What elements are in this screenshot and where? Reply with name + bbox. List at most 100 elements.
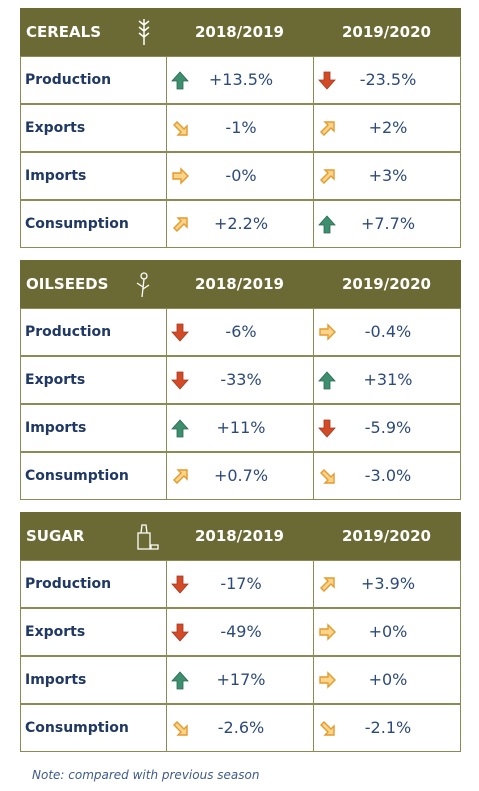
value: -3.0%: [364, 466, 412, 485]
value: -5.9%: [364, 418, 412, 437]
cell-divider: [313, 657, 314, 703]
trend-arrow: [171, 371, 189, 390]
table-row: Exports -33% +31%: [20, 356, 461, 404]
value: -23.5%: [359, 70, 417, 89]
cell-divider: [166, 105, 167, 151]
table-row: Production -6% -0.4%: [20, 308, 461, 356]
table-row: Exports -1% +2%: [20, 104, 461, 152]
cell-divider: [166, 609, 167, 655]
row-label: Exports: [25, 120, 86, 136]
cell-divider: [166, 309, 167, 355]
value: -17%: [220, 574, 262, 593]
trend-arrow: [171, 323, 189, 342]
column-header: 2019/2020: [342, 23, 431, 41]
column-header: 2019/2020: [342, 275, 431, 293]
table-row: Consumption -2.6% -2.1%: [20, 704, 461, 752]
trend-arrow: [173, 121, 188, 136]
table-row: Exports -49% +0%: [20, 608, 461, 656]
trend-arrow: [171, 419, 189, 438]
section-title: SUGAR: [26, 527, 85, 545]
cell-divider: [313, 309, 314, 355]
table-row: Imports +17% +0%: [20, 656, 461, 704]
cell-divider: [166, 561, 167, 607]
cell-divider: [166, 201, 167, 247]
value: -0.4%: [364, 322, 412, 341]
trend-arrow: [171, 71, 189, 90]
section-icon: [137, 524, 159, 550]
row-label: Production: [25, 324, 112, 340]
trend-arrow: [318, 215, 336, 234]
trend-arrow: [172, 168, 189, 184]
trend-arrow: [173, 721, 188, 736]
value: -2.6%: [217, 718, 265, 737]
section-title: CEREALS: [26, 23, 102, 41]
row-label: Consumption: [25, 216, 129, 232]
cell-divider: [313, 453, 314, 499]
value: -33%: [220, 370, 262, 389]
section-header: OILSEEDS 2018/2019 2019/2020: [20, 260, 461, 308]
table-row: Consumption +0.7% -3.0%: [20, 452, 461, 500]
cell-divider: [166, 153, 167, 199]
section-icon: [136, 272, 150, 298]
row-label: Imports: [25, 420, 87, 436]
value: +0.7%: [213, 466, 269, 485]
value: +3%: [368, 166, 408, 185]
value: -2.1%: [364, 718, 412, 737]
value: +11%: [216, 418, 266, 437]
section-title: OILSEEDS: [26, 275, 109, 293]
table-row: Production -17% +3.9%: [20, 560, 461, 608]
trend-arrow: [320, 121, 335, 136]
cell-divider: [313, 705, 314, 751]
trend-arrow: [320, 721, 335, 736]
row-label: Exports: [25, 624, 86, 640]
cell-divider: [313, 153, 314, 199]
cell-divider: [313, 357, 314, 403]
trend-arrow: [320, 169, 335, 184]
footnote: Note: compared with previous season: [32, 768, 260, 782]
section-header: CEREALS 2018/2019 2019/2020: [20, 8, 461, 56]
cell-divider: [313, 201, 314, 247]
column-header: 2018/2019: [195, 275, 284, 293]
value: +17%: [216, 670, 266, 689]
cell-divider: [313, 561, 314, 607]
trend-arrow: [173, 469, 188, 484]
column-header: 2019/2020: [342, 527, 431, 545]
section-icon: [138, 19, 150, 45]
trend-arrow: [320, 577, 335, 592]
column-header: 2018/2019: [195, 23, 284, 41]
cell-divider: [313, 405, 314, 451]
value: -0%: [225, 166, 257, 185]
value: +31%: [363, 370, 413, 389]
value: -1%: [225, 118, 257, 137]
value: +3.9%: [360, 574, 416, 593]
row-label: Imports: [25, 672, 87, 688]
trend-arrow: [318, 419, 336, 438]
trend-arrow: [171, 671, 189, 690]
cell-divider: [313, 105, 314, 151]
row-label: Consumption: [25, 720, 129, 736]
row-label: Exports: [25, 372, 86, 388]
trend-arrow: [318, 371, 336, 390]
cell-divider: [313, 57, 314, 103]
section-header: SUGAR 2018/2019 2019/2020: [20, 512, 461, 560]
trend-arrow: [320, 469, 335, 484]
cell-divider: [313, 609, 314, 655]
trend-arrow: [319, 624, 336, 640]
trend-arrow: [171, 575, 189, 594]
value: +7.7%: [360, 214, 416, 233]
column-header: 2018/2019: [195, 527, 284, 545]
table-row: Consumption +2.2% +7.7%: [20, 200, 461, 248]
value: -6%: [225, 322, 257, 341]
value: +2%: [368, 118, 408, 137]
table-row: Imports +11% -5.9%: [20, 404, 461, 452]
trend-arrow: [318, 71, 336, 90]
row-label: Production: [25, 72, 112, 88]
table-row: Imports -0% +3%: [20, 152, 461, 200]
table-row: Production +13.5% -23.5%: [20, 56, 461, 104]
row-label: Consumption: [25, 468, 129, 484]
trend-arrow: [171, 623, 189, 642]
value: +13.5%: [208, 70, 274, 89]
cell-divider: [166, 453, 167, 499]
cell-divider: [166, 57, 167, 103]
